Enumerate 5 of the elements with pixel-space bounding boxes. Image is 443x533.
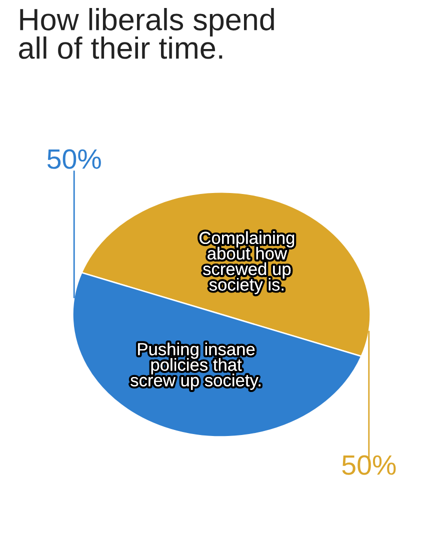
chart-title: How liberals spend all of their time. (19, 8, 274, 59)
slice-label: Complaining about how screwed up society is. (200, 231, 294, 294)
data-label: 50% (342, 455, 396, 475)
data-label: 50% (47, 149, 101, 169)
slice-label: Pushing insane policies that screw up society. (130, 342, 260, 390)
